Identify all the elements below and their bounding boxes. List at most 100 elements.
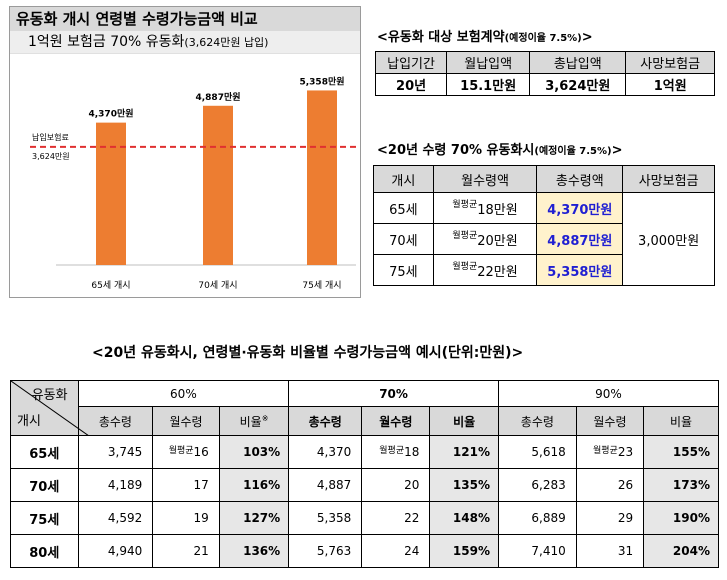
ratio-monthly-value: 26 [617, 478, 634, 492]
ratio-total-cell: 7,410 [497, 534, 577, 568]
ratio-monthly-value: 16 [193, 445, 209, 459]
ratio-age-cell: 70세 [10, 468, 79, 502]
bar-chart: 4,370만원 65세 개시 4,887만원 70세 개시 5,358만원 75세 개시 납… [30, 75, 356, 291]
contract-value-cell: 3,624만원 [529, 73, 627, 96]
chart-panel: 유동화 개시 연령별 수령가능금액 비교 1억원 보험금 70% 유동화(3,6… [9, 6, 361, 298]
corner-top-label: 유동화 [31, 388, 68, 403]
ratio-age-cell: 75세 [10, 501, 79, 535]
ratio-percent-cell: 155% [643, 435, 719, 469]
ratio-monthly-cell: 22 [361, 501, 431, 535]
conversion-monthly-cell: 월평균22만원 [432, 254, 538, 286]
conversion-row: 70세 월평균20만원 4,887만원 [373, 223, 715, 255]
conversion-header-cell: 총수령액 [536, 165, 624, 193]
bar [203, 105, 233, 265]
conversion-header-cell: 월수령액 [432, 165, 538, 193]
conversion-age-cell: 75세 [373, 254, 434, 286]
conversion-title-end: > [611, 143, 623, 158]
ratio-table-row: 80세 4,940 21 136% 5,763 24 159% 7,410 31 204% [10, 534, 719, 568]
contract-section-title: <유동화 대상 보험계약(예정이율 7.5%)> [377, 26, 593, 45]
category-label: 70세 개시 [198, 280, 237, 291]
ratio-age-cell: 65세 [10, 435, 79, 469]
ratio-percent-cell: 173% [643, 468, 719, 502]
chart-panel-subtitle: 1억원 보험금 70% 유동화(3,624만원 납입) [10, 31, 360, 54]
ratio-sub-header-row: 총수령 월수령 비율※ 총수령 월수령 비율 총수령 월수령 비율 [11, 406, 719, 436]
conversion-total-cell: 5,358만원 [536, 254, 624, 286]
ratio-percent-cell: 148% [429, 501, 499, 535]
bar-value-label: 4,370만원 [88, 108, 133, 120]
ratio-percent-cell: 135% [429, 468, 499, 502]
ratio-group-70: 70% [288, 380, 499, 407]
ratio-table-row: 65세 3,745 월평균16 103% 4,370 월평균18 121% 5,618 월평균2… [10, 435, 719, 469]
ratio-total-cell: 4,189 [77, 468, 154, 502]
ratio-percent-cell: 204% [643, 534, 719, 568]
contract-title-note: (예정이율 7.5%) [504, 33, 582, 44]
contract-value-cell: 1억원 [625, 73, 715, 96]
sub-header-ratio: 비율 [643, 406, 719, 436]
contract-title-text: <유동화 대상 보험계약 [377, 30, 505, 45]
conversion-table: 개시 월수령액 총수령액 사망보험금 65세 월평균18만원 4,370만원 3… [373, 165, 715, 286]
ratio-monthly-cell: 24 [361, 534, 431, 568]
conversion-monthly-cell: 월평균20만원 [432, 223, 538, 255]
contract-value-cell: 20년 [374, 73, 448, 96]
ratio-monthly-cell: 31 [575, 534, 645, 568]
contract-header-cell: 납입기간 [374, 51, 448, 74]
ratio-monthly-value: 20 [404, 478, 420, 492]
conversion-title-text: <20년 수령 70% 유동화시 [377, 143, 535, 158]
ratio-percent-cell: 190% [643, 501, 719, 535]
ratio-percent-cell: 136% [218, 534, 290, 568]
ratio-group-60: 60% [77, 380, 290, 407]
contract-header-row: 납입기간 월납입액 총납입액 사망보험금 [374, 51, 715, 74]
ratio-monthly-value: 17 [193, 478, 209, 492]
bar-value-label: 5,358만원 [299, 75, 344, 87]
monthly-avg-prefix: 월평균 [592, 446, 618, 456]
ratio-percent-cell: 127% [218, 501, 290, 535]
ratio-monthly-value: 22 [404, 511, 420, 525]
ratio-monthly-cell: 월평균16 [152, 435, 220, 469]
contract-value-row: 20년 15.1만원 3,624만원 1억원 [374, 73, 715, 96]
ratio-group-header-row: 유동화 개시 60% 70% 90% [10, 380, 720, 436]
conversion-row: 65세 월평균18만원 4,370만원 3,000만원 [373, 192, 715, 286]
conversion-monthly-value: 22만원 [477, 264, 518, 280]
ratio-percent-cell: 116% [218, 468, 290, 502]
conversion-total-cell: 4,370만원 [536, 192, 624, 224]
monthly-avg-prefix: 월평균 [379, 446, 405, 456]
ratio-monthly-cell: 19 [152, 501, 220, 535]
sub-header-monthly: 월수령 [575, 406, 645, 436]
ratio-total-cell: 4,887 [288, 468, 363, 502]
bar [307, 90, 337, 265]
ratio-monthly-value: 31 [617, 544, 634, 558]
chart-panel-title: 유동화 개시 연령별 수령가능금액 비교 [10, 7, 360, 31]
sub-header-monthly: 월수령 [152, 406, 220, 436]
conversion-header-row: 개시 월수령액 총수령액 사망보험금 [373, 165, 715, 193]
ratio-monthly-cell: 20 [361, 468, 431, 502]
monthly-avg-prefix: 월평균 [452, 199, 478, 210]
subtitle-main: 1억원 보험금 70% 유동화 [28, 34, 185, 50]
category-label: 65세 개시 [91, 280, 130, 291]
monthly-avg-prefix: 월평균 [452, 230, 478, 241]
ratio-monthly-cell: 26 [575, 468, 645, 502]
ratio-monthly-cell: 29 [575, 501, 645, 535]
ratio-monthly-value: 23 [617, 445, 634, 459]
contract-header-cell: 사망보험금 [625, 51, 715, 74]
contract-title-end: > [581, 30, 593, 45]
corner-diagonal [11, 381, 89, 436]
conversion-header-cell: 개시 [373, 165, 434, 193]
conversion-monthly-cell: 월평균18만원 [432, 192, 538, 224]
ratio-total-cell: 5,618 [497, 435, 577, 469]
ratio-percent-cell: 121% [429, 435, 499, 469]
ratio-footnote-mark: ※ [261, 413, 269, 423]
ratio-monthly-value: 19 [193, 511, 209, 525]
sub-header-total: 총수령 [288, 406, 363, 436]
reference-label: 납입보험료 [32, 133, 69, 142]
category-label: 75세 개시 [302, 280, 341, 291]
reference-value-label: 3,624만원 [32, 152, 70, 161]
conversion-header-cell: 사망보험금 [622, 165, 715, 193]
ratio-monthly-value: 21 [193, 544, 209, 558]
corner-bottom-label: 개시 [17, 414, 41, 429]
ratio-total-cell: 4,940 [77, 534, 154, 568]
conversion-total-cell: 4,887만원 [536, 223, 624, 255]
subtitle-paren: (3,624만원 납입) [184, 36, 269, 49]
ratio-total-cell: 4,370 [288, 435, 363, 469]
ratio-monthly-cell: 17 [152, 468, 220, 502]
ratio-corner-header: 유동화 개시 [10, 380, 89, 436]
